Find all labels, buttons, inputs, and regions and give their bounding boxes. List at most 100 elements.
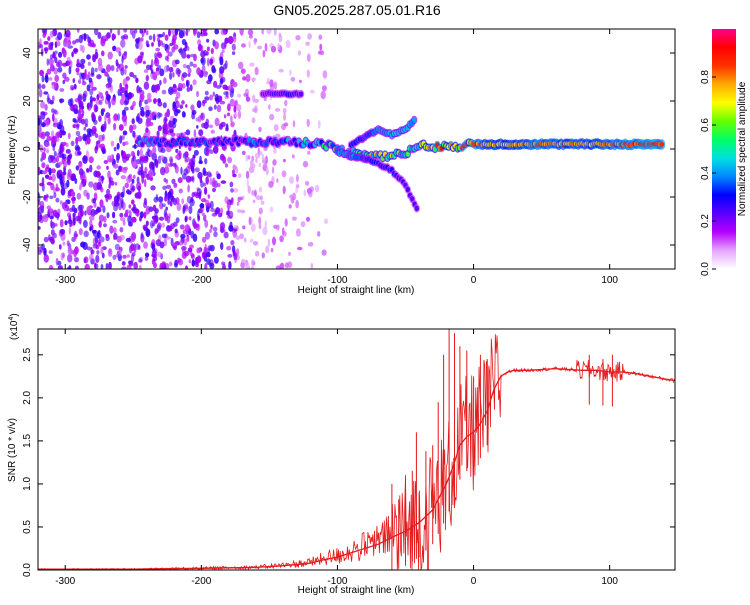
noise-speckle [159, 202, 164, 210]
noise-speckle [267, 238, 271, 247]
noise-speckle [54, 56, 58, 64]
noise-speckle [306, 53, 311, 62]
noise-speckle [225, 123, 229, 132]
snr-y-label: SNR (10 * v/v) [7, 418, 18, 482]
noise-speckle [145, 220, 149, 227]
noise-speckle [260, 200, 265, 205]
noise-speckle [205, 176, 209, 185]
noise-speckle [265, 245, 270, 254]
noise-speckle [198, 191, 202, 200]
noise-speckle [41, 151, 47, 161]
noise-speckle [53, 109, 57, 114]
noise-speckle [306, 216, 310, 222]
noise-speckle [276, 178, 279, 183]
noise-speckle [55, 257, 59, 266]
noise-speckle [152, 255, 158, 262]
noise-speckle [42, 214, 49, 223]
noise-speckle [39, 69, 45, 76]
noise-speckle [235, 99, 238, 107]
noise-speckle [199, 203, 205, 209]
noise-speckle [189, 84, 193, 92]
noise-speckle [216, 173, 221, 180]
noise-speckle [282, 185, 286, 195]
noise-speckle [210, 129, 215, 134]
noise-speckle [58, 161, 63, 166]
noise-speckle [204, 96, 210, 101]
noise-speckle [55, 197, 60, 203]
noise-speckle [146, 98, 152, 103]
noise-speckle [86, 192, 90, 200]
noise-speckle [158, 196, 164, 203]
noise-speckle [219, 66, 225, 74]
noise-speckle [65, 41, 71, 48]
noise-speckle [157, 65, 162, 70]
noise-speckle [177, 29, 181, 32]
noise-speckle [274, 108, 281, 112]
noise-speckle [287, 261, 293, 269]
noise-speckle [251, 77, 257, 82]
noise-speckle [212, 226, 218, 232]
noise-speckle [104, 71, 109, 77]
noise-speckle [164, 212, 169, 222]
spectrogram-y-tick-label: -20 [22, 189, 33, 204]
noise-speckle [200, 50, 206, 58]
noise-speckle [205, 251, 211, 258]
noise-speckle [89, 226, 92, 232]
noise-speckle [87, 42, 92, 47]
noise-speckle [96, 250, 100, 255]
noise-speckle [169, 129, 174, 134]
noise-speckle [54, 50, 58, 55]
noise-speckle [234, 111, 238, 118]
noise-speckle [283, 158, 286, 163]
noise-speckle [201, 198, 207, 203]
noise-speckle [146, 92, 152, 100]
noise-speckle [88, 156, 94, 164]
noise-speckle [261, 252, 265, 259]
colorbar-label: Normalized spectral amplitude [737, 81, 748, 216]
noise-speckle [240, 209, 246, 214]
noise-speckle [204, 90, 209, 96]
noise-speckle [172, 242, 178, 247]
noise-speckle [98, 99, 103, 106]
noise-speckle [49, 215, 54, 220]
noise-speckle [203, 31, 208, 37]
noise-speckle [148, 35, 153, 41]
noise-speckle [131, 199, 135, 205]
noise-speckle [110, 140, 115, 147]
noise-speckle [75, 165, 80, 171]
noise-speckle [226, 210, 230, 216]
noise-speckle [73, 207, 78, 214]
noise-speckle [44, 131, 50, 137]
noise-speckle [182, 72, 188, 78]
noise-speckle [138, 41, 143, 50]
noise-speckle [200, 57, 204, 64]
noise-speckle [99, 199, 104, 208]
noise-speckle [138, 258, 143, 263]
noise-speckle [230, 115, 233, 123]
noise-speckle [232, 164, 237, 170]
noise-speckle [204, 158, 208, 165]
noise-speckle [239, 233, 244, 240]
noise-speckle [230, 240, 235, 246]
noise-speckle [105, 193, 109, 203]
noise-speckle [172, 89, 178, 94]
noise-speckle [121, 55, 124, 64]
noise-speckle [322, 70, 328, 79]
noise-speckle [168, 86, 174, 96]
noise-speckle [272, 236, 276, 246]
noise-speckle [139, 93, 145, 100]
snr-x-tick-label: 100 [601, 576, 618, 587]
noise-speckle [40, 101, 46, 109]
noise-speckle [108, 248, 112, 255]
noise-speckle [278, 32, 282, 38]
noise-speckle [208, 106, 213, 112]
noise-speckle [196, 100, 202, 109]
noise-speckle [64, 76, 70, 82]
noise-speckle [73, 83, 77, 90]
noise-speckle [53, 29, 57, 36]
noise-speckle [102, 133, 105, 141]
noise-speckle [141, 154, 146, 163]
noise-speckle [121, 93, 126, 100]
noise-speckle [125, 237, 132, 243]
noise-speckle [221, 49, 225, 54]
